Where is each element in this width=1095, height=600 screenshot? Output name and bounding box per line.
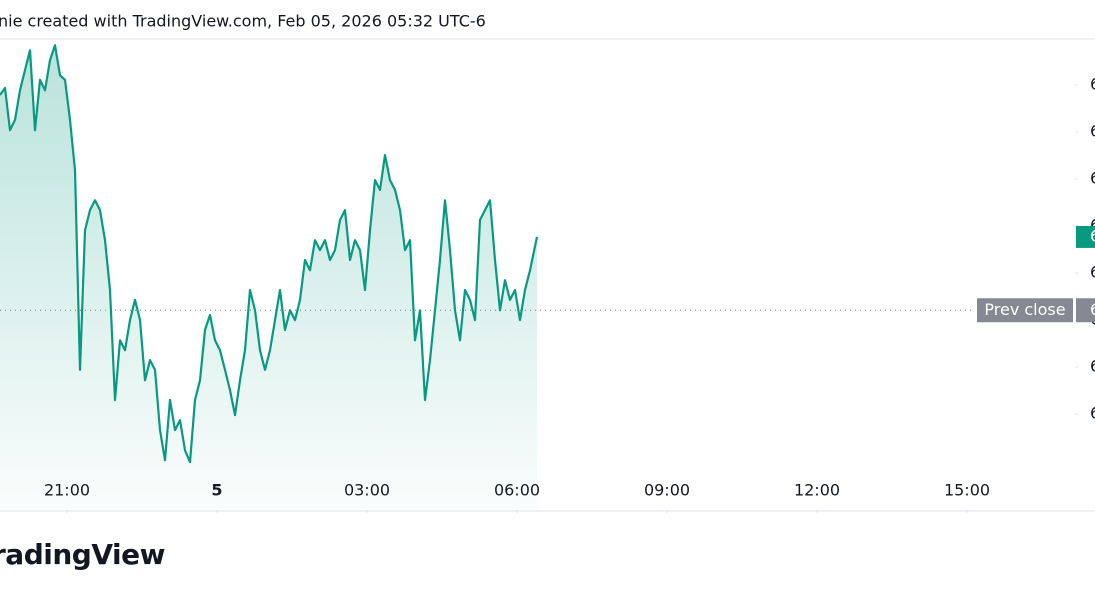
y-tick-label: 6 [1090, 404, 1095, 423]
y-tick-label: 6 [1090, 169, 1095, 188]
prev-close-price-label: 6 [1090, 300, 1095, 319]
y-tick-label: 6 [1090, 122, 1095, 141]
x-tick-label: 12:00 [794, 481, 840, 500]
price-line [0, 44, 539, 464]
prev-close-badge [977, 298, 1073, 323]
price-area [0, 45, 537, 510]
header-text: nie created with TradingView.com, Feb 05… [0, 12, 486, 31]
y-tick-label: 6 [1090, 357, 1095, 376]
prev-close-price-badge [1076, 298, 1095, 323]
x-tick-label: 15:00 [944, 481, 990, 500]
x-tick-label: 09:00 [644, 481, 690, 500]
last-price-label: 6 [1090, 226, 1095, 245]
logo-text: radingView [0, 538, 165, 571]
prev-close-label: Prev close [984, 300, 1065, 319]
last-price-badge [1076, 225, 1095, 248]
y-tick-label: 6 [1090, 216, 1095, 235]
plot-area: 21:00503:0006:0009:0012:0015:00666666666… [0, 44, 1095, 513]
y-tick-label: 6 [1090, 75, 1095, 94]
y-tick-label: 6 [1090, 263, 1095, 282]
